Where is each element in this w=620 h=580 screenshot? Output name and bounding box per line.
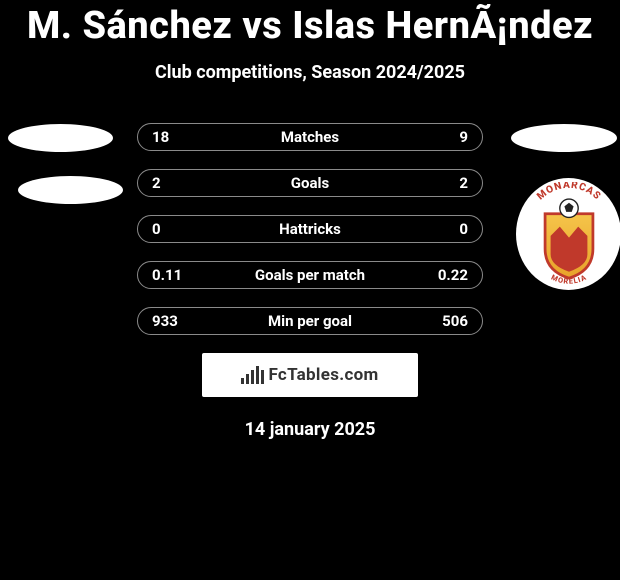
attribution-text: FcTables.com bbox=[268, 365, 378, 385]
stat-row: 2 Goals 2 bbox=[137, 169, 483, 197]
stat-row: 18 Matches 9 bbox=[137, 123, 483, 151]
bar-chart-icon bbox=[241, 366, 264, 384]
stat-row: 0 Hattricks 0 bbox=[137, 215, 483, 243]
date-label: 14 january 2025 bbox=[0, 419, 620, 440]
stats-block: 18 Matches 9 2 Goals 2 0 Hattricks 0 0.1… bbox=[0, 123, 620, 335]
stat-right-value: 9 bbox=[422, 128, 468, 146]
stat-right-value: 0.22 bbox=[422, 266, 468, 284]
page-title: M. Sánchez vs Islas HernÃ¡ndez bbox=[0, 0, 620, 48]
comparison-card: M. Sánchez vs Islas HernÃ¡ndez Club comp… bbox=[0, 0, 620, 440]
stat-label: Min per goal bbox=[198, 312, 422, 330]
subtitle: Club competitions, Season 2024/2025 bbox=[0, 62, 620, 83]
stat-label: Goals per match bbox=[198, 266, 422, 284]
stat-right-value: 506 bbox=[422, 312, 468, 330]
stat-right-value: 2 bbox=[422, 174, 468, 192]
stat-left-value: 18 bbox=[152, 128, 198, 146]
stat-label: Goals bbox=[198, 174, 422, 192]
stat-label: Matches bbox=[198, 128, 422, 146]
stat-left-value: 933 bbox=[152, 312, 198, 330]
stat-right-value: 0 bbox=[422, 220, 468, 238]
stat-left-value: 2 bbox=[152, 174, 198, 192]
attribution-badge[interactable]: FcTables.com bbox=[202, 353, 418, 397]
stat-row: 0.11 Goals per match 0.22 bbox=[137, 261, 483, 289]
stat-left-value: 0 bbox=[152, 220, 198, 238]
stat-left-value: 0.11 bbox=[152, 266, 198, 284]
stat-label: Hattricks bbox=[198, 220, 422, 238]
stat-row: 933 Min per goal 506 bbox=[137, 307, 483, 335]
